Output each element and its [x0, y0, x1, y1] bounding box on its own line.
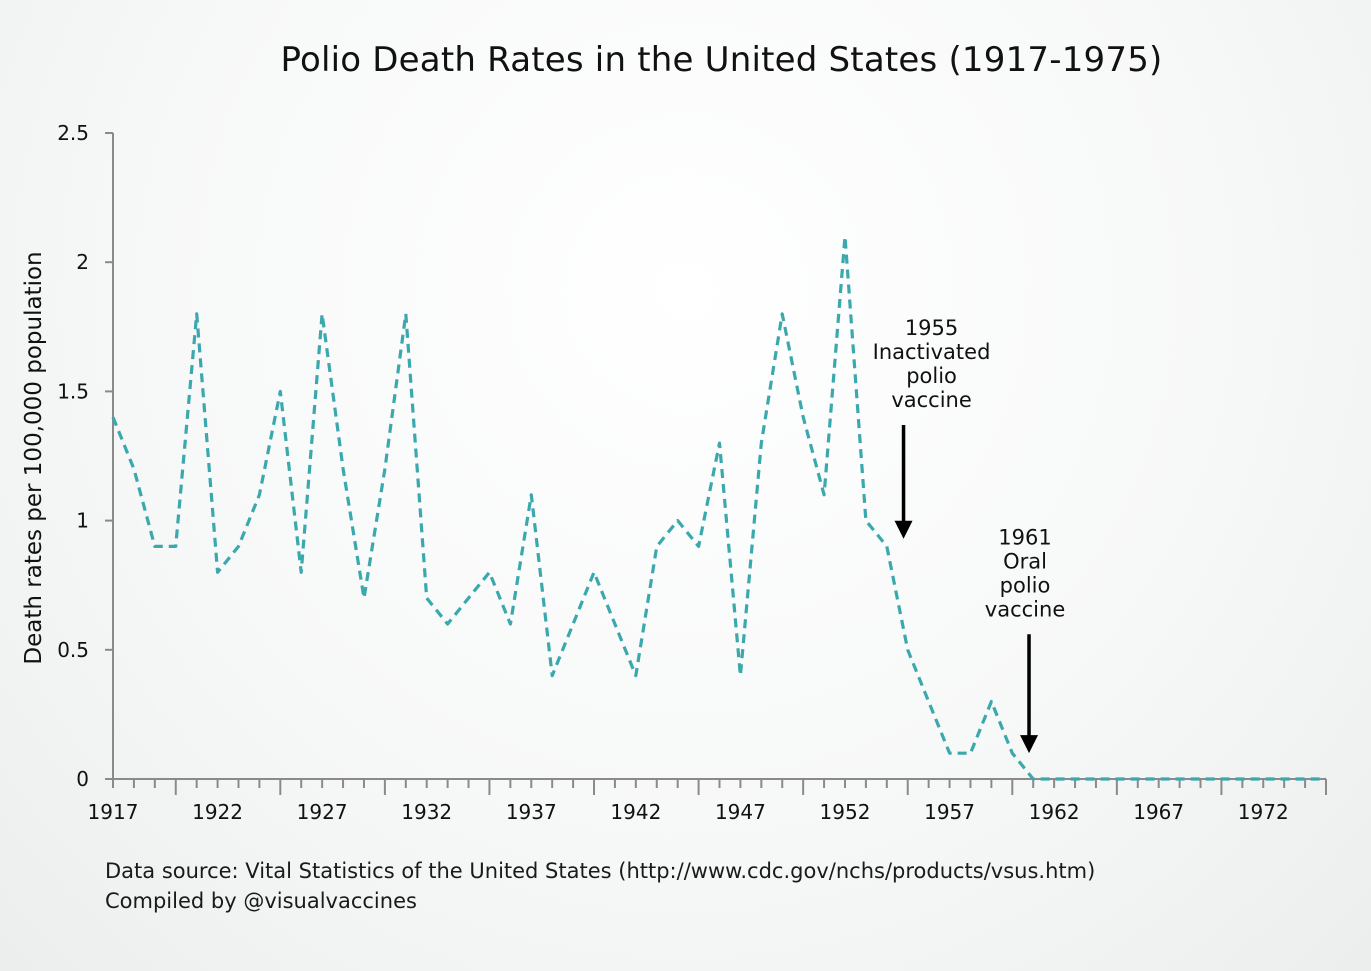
y-tick-label: 1.5	[57, 379, 89, 403]
x-tick-label: 1967	[1133, 800, 1184, 824]
y-axis-label: Death rates per 100,000 population	[21, 251, 47, 664]
x-tick-label: 1927	[297, 800, 348, 824]
y-tick-label: 2	[76, 250, 89, 274]
compiled-by-note: Compiled by @visualvaccines	[105, 889, 417, 913]
y-tick-label: 2.5	[57, 121, 89, 145]
x-tick-label: 1957	[924, 800, 975, 824]
data-source-note: Data source: Vital Statistics of the Uni…	[105, 859, 1096, 883]
y-tick-label: 0.5	[57, 638, 89, 662]
series-layer	[111, 234, 1326, 781]
x-tick-label: 1972	[1238, 800, 1289, 824]
y-tick-label: 0	[76, 767, 89, 791]
y-tick-label: 1	[76, 509, 89, 533]
annotation-arrow-head	[894, 520, 913, 539]
x-tick-label: 1942	[610, 800, 661, 824]
series-line	[111, 234, 1326, 781]
x-tick-label: 1922	[192, 800, 243, 824]
x-tick-label: 1947	[715, 800, 766, 824]
x-tick-label: 1917	[88, 800, 139, 824]
x-tick-label: 1937	[506, 800, 557, 824]
vaccine-annotation: 1961 Oral polio vaccine	[985, 525, 1065, 621]
annotation-layer: 1955 Inactivated polio vaccine 1961 Oral polio…	[873, 316, 1065, 754]
annotation-arrow-head	[1020, 735, 1039, 754]
x-tick-label: 1952	[820, 800, 871, 824]
x-axis: 1917 1922 1927 1932 1937 1942 1947 1952 1957 1962…	[88, 778, 1327, 824]
x-tick-label: 1962	[1029, 800, 1080, 824]
y-axis: 0 0.5 1 1.5 2 2.5	[57, 121, 114, 791]
vaccine-annotation: 1955 Inactivated polio vaccine	[873, 316, 991, 412]
chart-title: Polio Death Rates in the United States (…	[280, 40, 1163, 80]
x-tick-label: 1932	[401, 800, 452, 824]
